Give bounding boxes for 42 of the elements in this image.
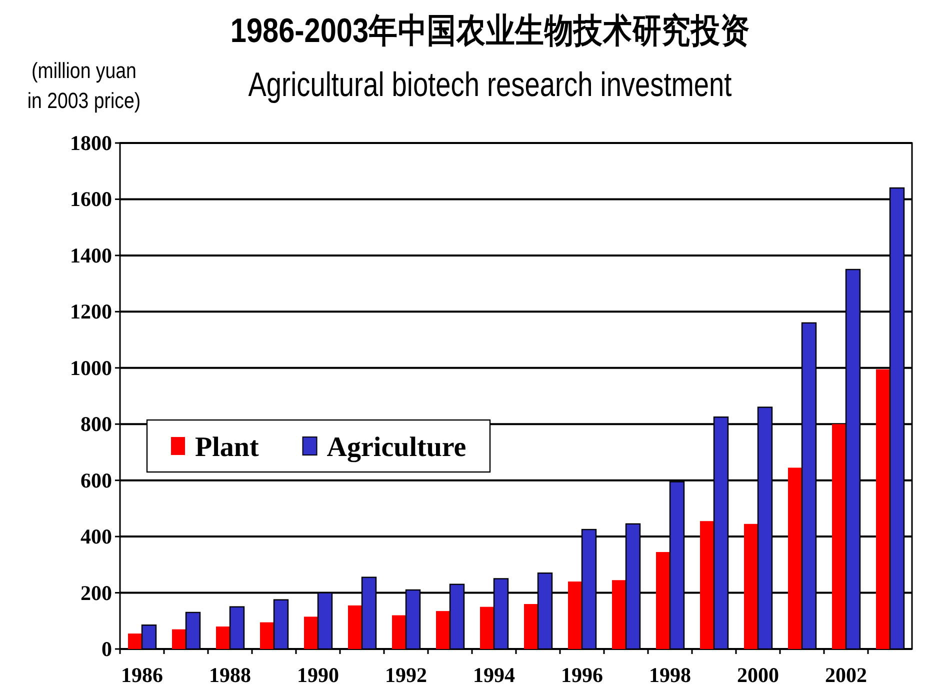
legend-label: Agriculture: [326, 432, 466, 463]
bar: [656, 552, 670, 649]
chart-subtitle: Agricultural biotech research investment: [248, 65, 732, 104]
x-tick-label: 1990: [297, 663, 339, 687]
y-tick-label: 0: [102, 637, 112, 661]
bar: [348, 605, 362, 649]
bar: [876, 369, 890, 649]
chart-title: 1986-2003年中国农业生物技术研究投资: [230, 10, 750, 50]
y-tick-label: 400: [80, 524, 112, 549]
x-tick-label: 1988: [209, 663, 251, 687]
y-tick-label: 200: [80, 580, 112, 605]
bar: [700, 521, 714, 649]
x-tick-label: 2000: [737, 663, 779, 687]
y-tick-label: 1600: [70, 187, 112, 212]
bar: [568, 582, 582, 649]
x-tick-label: 1996: [561, 663, 603, 687]
bar: [744, 524, 758, 649]
bar: [832, 424, 846, 649]
legend-label: Plant: [195, 432, 260, 463]
y-tick-label: 1800: [70, 131, 112, 155]
x-tick-label: 1986: [121, 663, 163, 687]
bar: [436, 611, 450, 649]
x-tick-label: 1994: [473, 663, 516, 687]
y-tick-label: 800: [80, 412, 112, 436]
y-tick-label: 1200: [70, 300, 112, 324]
y-axis-title: (million yuan in 2003 price): [27, 60, 141, 114]
bar: [304, 616, 318, 649]
bar: [128, 634, 142, 649]
y-tick-label: 1000: [70, 356, 112, 380]
bar: [524, 604, 538, 649]
bar: [480, 606, 494, 649]
bar: [260, 622, 274, 649]
bar: [788, 468, 802, 649]
x-tick-label: 1998: [649, 663, 691, 687]
y-tick-label: 1400: [70, 243, 112, 268]
y-tick-label: 600: [80, 468, 112, 492]
bar: [216, 626, 230, 649]
x-tick-label: 1992: [385, 663, 427, 687]
x-tick-label: 2002: [825, 663, 867, 687]
bar: [172, 629, 186, 649]
bar: [612, 580, 626, 649]
bar: [392, 615, 406, 649]
